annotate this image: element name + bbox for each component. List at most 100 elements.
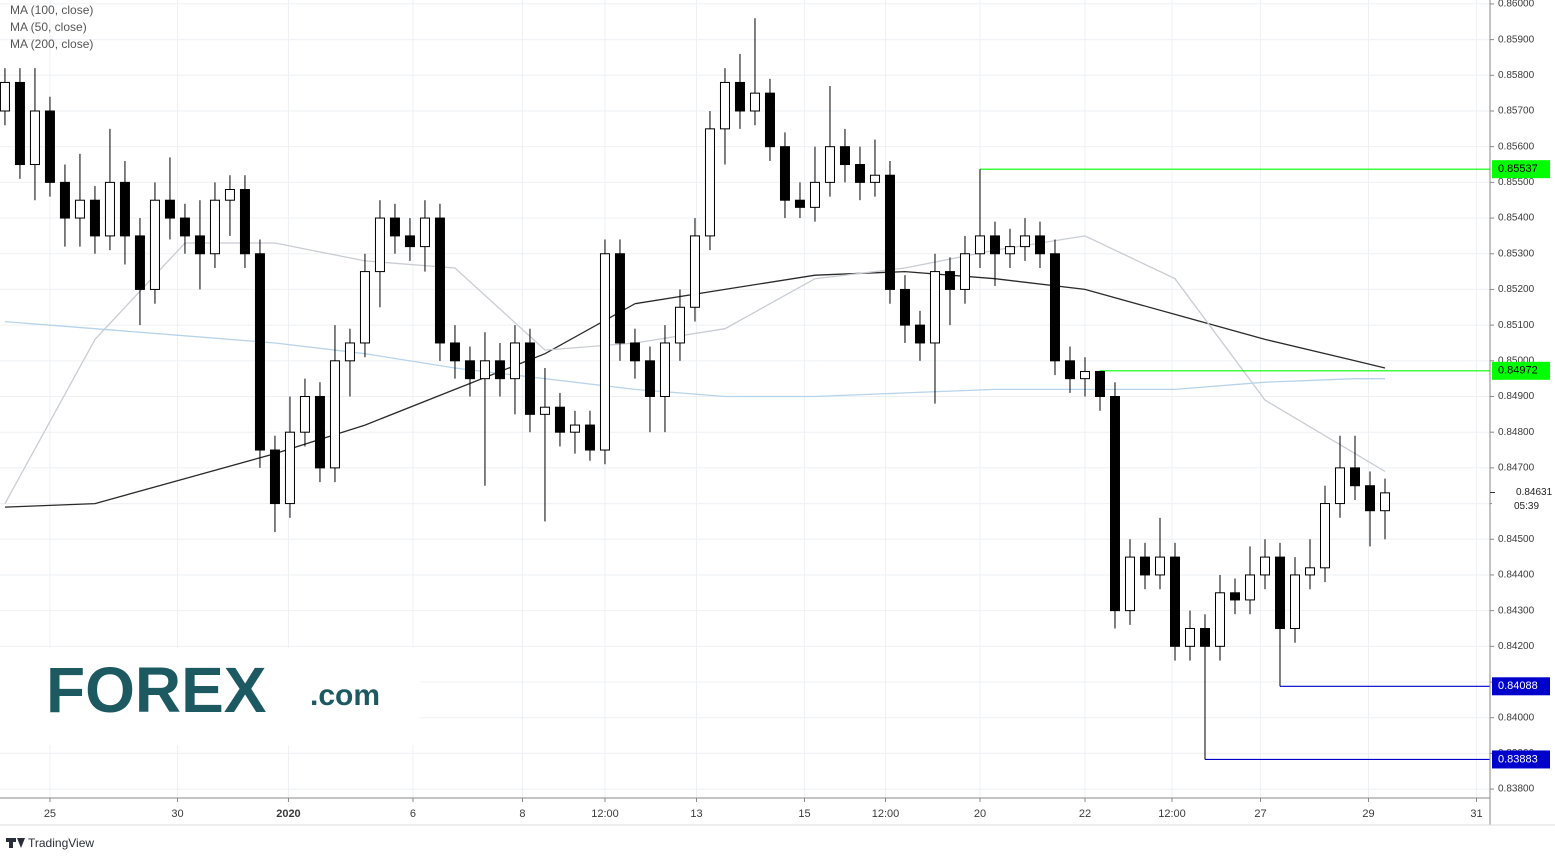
candle-body xyxy=(614,253,625,344)
legend-entry: MA (50, close) xyxy=(10,20,87,34)
candle-body xyxy=(1169,556,1180,647)
y-tick-label: 0.84400 xyxy=(1498,570,1535,581)
logo-suffix: .com xyxy=(310,679,380,712)
footer-brand: TradingView xyxy=(28,836,94,850)
x-tick-label: 8 xyxy=(519,808,525,820)
candle-body xyxy=(314,396,325,469)
candle-body xyxy=(1229,592,1240,601)
y-tick-label: 0.85200 xyxy=(1498,284,1535,295)
candle-body xyxy=(794,199,805,208)
x-tick-label: 12:00 xyxy=(872,808,900,820)
countdown-label: 05:39 xyxy=(1514,501,1539,512)
candle-body xyxy=(389,217,400,237)
candle-body xyxy=(629,342,640,362)
candle-body xyxy=(1049,253,1060,362)
x-tick-label: 12:00 xyxy=(591,808,619,820)
candle-body xyxy=(584,424,595,451)
y-tick-label: 0.86000 xyxy=(1498,0,1535,10)
candle-body xyxy=(1319,503,1330,569)
candle-body xyxy=(644,360,655,398)
candle-body xyxy=(1244,574,1255,601)
candle-body xyxy=(89,199,100,237)
candle-body xyxy=(869,174,880,183)
candle-body xyxy=(374,217,385,273)
y-tick-label: 0.84900 xyxy=(1498,391,1535,402)
candle-body xyxy=(59,181,70,219)
candle-body xyxy=(179,217,190,237)
candle-body xyxy=(854,164,865,183)
y-tick-label: 0.84800 xyxy=(1498,427,1535,438)
candle-body xyxy=(29,110,40,166)
candle-body xyxy=(1304,567,1315,576)
candle-body xyxy=(899,288,910,326)
x-tick-label: 25 xyxy=(44,808,56,820)
logo-backdrop xyxy=(0,648,420,745)
candle-body xyxy=(1094,371,1105,398)
x-tick-label: 22 xyxy=(1079,808,1091,820)
candle-body xyxy=(824,146,835,183)
y-tick-label: 0.85800 xyxy=(1498,70,1535,81)
candle-body xyxy=(254,253,265,451)
candle-body xyxy=(809,181,820,208)
candle-body xyxy=(1184,627,1195,647)
level-label: 0.83883 xyxy=(1498,753,1538,765)
y-tick-label: 0.84700 xyxy=(1498,463,1535,474)
y-tick-label: 0.84300 xyxy=(1498,605,1535,616)
y-tick-label: 0.83800 xyxy=(1498,784,1535,795)
level-label-box xyxy=(1492,361,1550,380)
last-price-box xyxy=(1492,483,1550,514)
candle-body xyxy=(959,253,970,290)
y-tick-label: 0.84200 xyxy=(1498,641,1535,652)
x-tick-label: 30 xyxy=(171,808,183,820)
footer-icon xyxy=(6,838,25,848)
y-tick-label: 0.84000 xyxy=(1498,712,1535,723)
candle-body xyxy=(404,235,415,248)
candle-body xyxy=(134,235,145,290)
candle-body xyxy=(929,271,940,344)
y-tick-label: 0.85300 xyxy=(1498,248,1535,259)
candle-body xyxy=(674,306,685,344)
candle-body xyxy=(359,271,370,344)
candle-body xyxy=(1154,556,1165,576)
last-price-label: 0.84631 xyxy=(1516,487,1553,498)
candle-body xyxy=(1034,235,1045,255)
y-tick-label: 0.85100 xyxy=(1498,320,1535,331)
candle-body xyxy=(284,431,295,505)
candle-body xyxy=(704,128,715,237)
candle-body xyxy=(1199,627,1210,647)
candle-body xyxy=(509,342,520,380)
candle-body xyxy=(449,342,460,362)
candle-body xyxy=(689,235,700,308)
candle-body xyxy=(104,181,115,237)
candle-body xyxy=(1139,556,1150,576)
y-tick-label: 0.85700 xyxy=(1498,106,1535,117)
candle-body xyxy=(734,81,745,112)
candle-body xyxy=(224,189,235,201)
candle-body xyxy=(0,81,10,112)
candle-body xyxy=(839,146,850,166)
axes: 0.838000.839000.840000.841000.842000.843… xyxy=(44,0,1553,820)
level-label: 0.84972 xyxy=(1498,365,1538,377)
x-tick-label: 27 xyxy=(1254,808,1266,820)
candle-body xyxy=(1364,485,1375,512)
candle-body xyxy=(1124,556,1135,612)
y-tick-label: 0.84500 xyxy=(1498,534,1535,545)
candle-body xyxy=(1379,492,1390,512)
y-tick-label: 0.85600 xyxy=(1498,141,1535,152)
candle-body xyxy=(1259,556,1270,576)
candle-body xyxy=(989,235,1000,255)
x-tick-label: 6 xyxy=(410,808,416,820)
candle-body xyxy=(1334,467,1345,505)
candle-body xyxy=(239,189,250,255)
candle-body xyxy=(479,360,490,380)
candle-body xyxy=(344,342,355,362)
x-tick-label: 31 xyxy=(1470,808,1482,820)
candle-body xyxy=(44,110,55,183)
x-tick-label: 13 xyxy=(690,808,702,820)
candle-body xyxy=(1004,246,1015,255)
legend-entry: MA (200, close) xyxy=(10,37,93,51)
candle-body xyxy=(974,235,985,255)
candle-body xyxy=(884,174,895,290)
